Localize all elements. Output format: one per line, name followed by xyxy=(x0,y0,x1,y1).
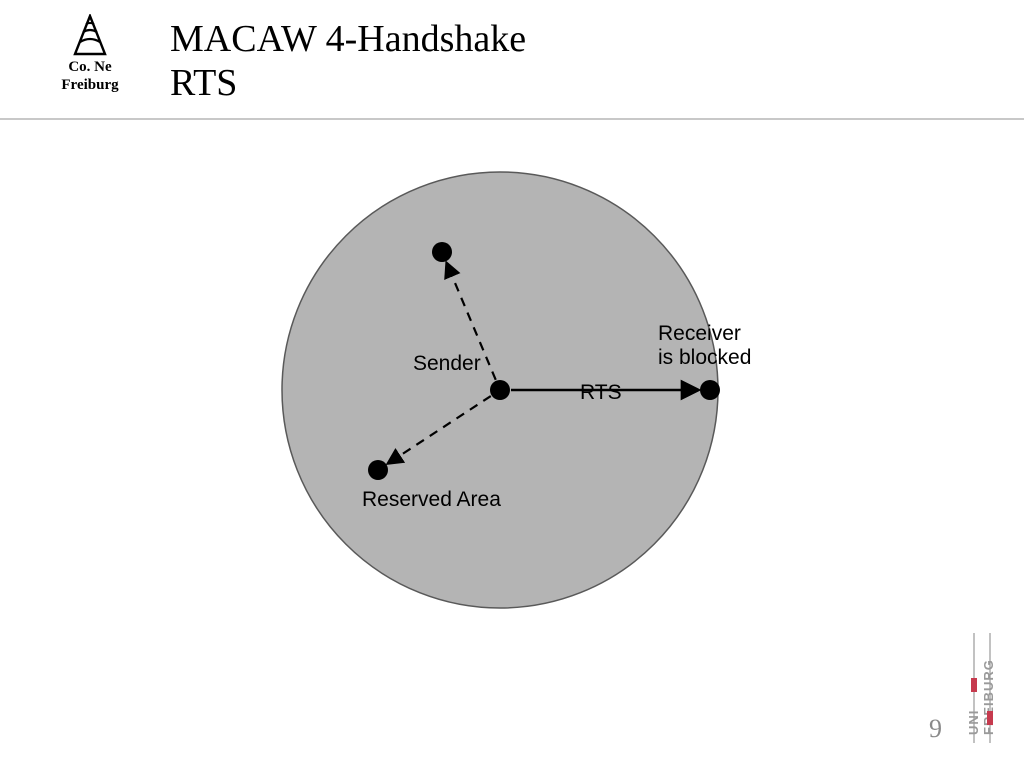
rts-diagram-svg xyxy=(210,170,830,610)
uni-freiburg-logo: UNI FREIBURG xyxy=(964,633,1002,748)
label-reserved_area: Reserved Area xyxy=(362,488,501,512)
label-rts: RTS xyxy=(580,381,622,405)
cone-logo-text-1: Co. Ne xyxy=(48,60,132,76)
cone-logo-icon xyxy=(70,14,110,58)
cone-logo-text-2: Freiburg xyxy=(48,78,132,94)
slide-title-line1: MACAW 4-Handshake xyxy=(170,18,526,62)
page-number: 9 xyxy=(929,714,942,744)
label-receiver: Receiver is blocked xyxy=(658,322,751,370)
cone-logo: Co. Ne Freiburg xyxy=(48,14,132,94)
slide-title: MACAW 4-Handshake RTS xyxy=(170,18,526,105)
label-sender: Sender xyxy=(413,352,481,376)
slide-header: Co. Ne Freiburg MACAW 4-Handshake RTS xyxy=(0,0,1024,120)
slide-title-line2: RTS xyxy=(170,62,526,106)
header-divider xyxy=(0,118,1024,120)
rts-diagram: Sender RTS Receiver is blocked Reserved Are… xyxy=(210,170,830,610)
